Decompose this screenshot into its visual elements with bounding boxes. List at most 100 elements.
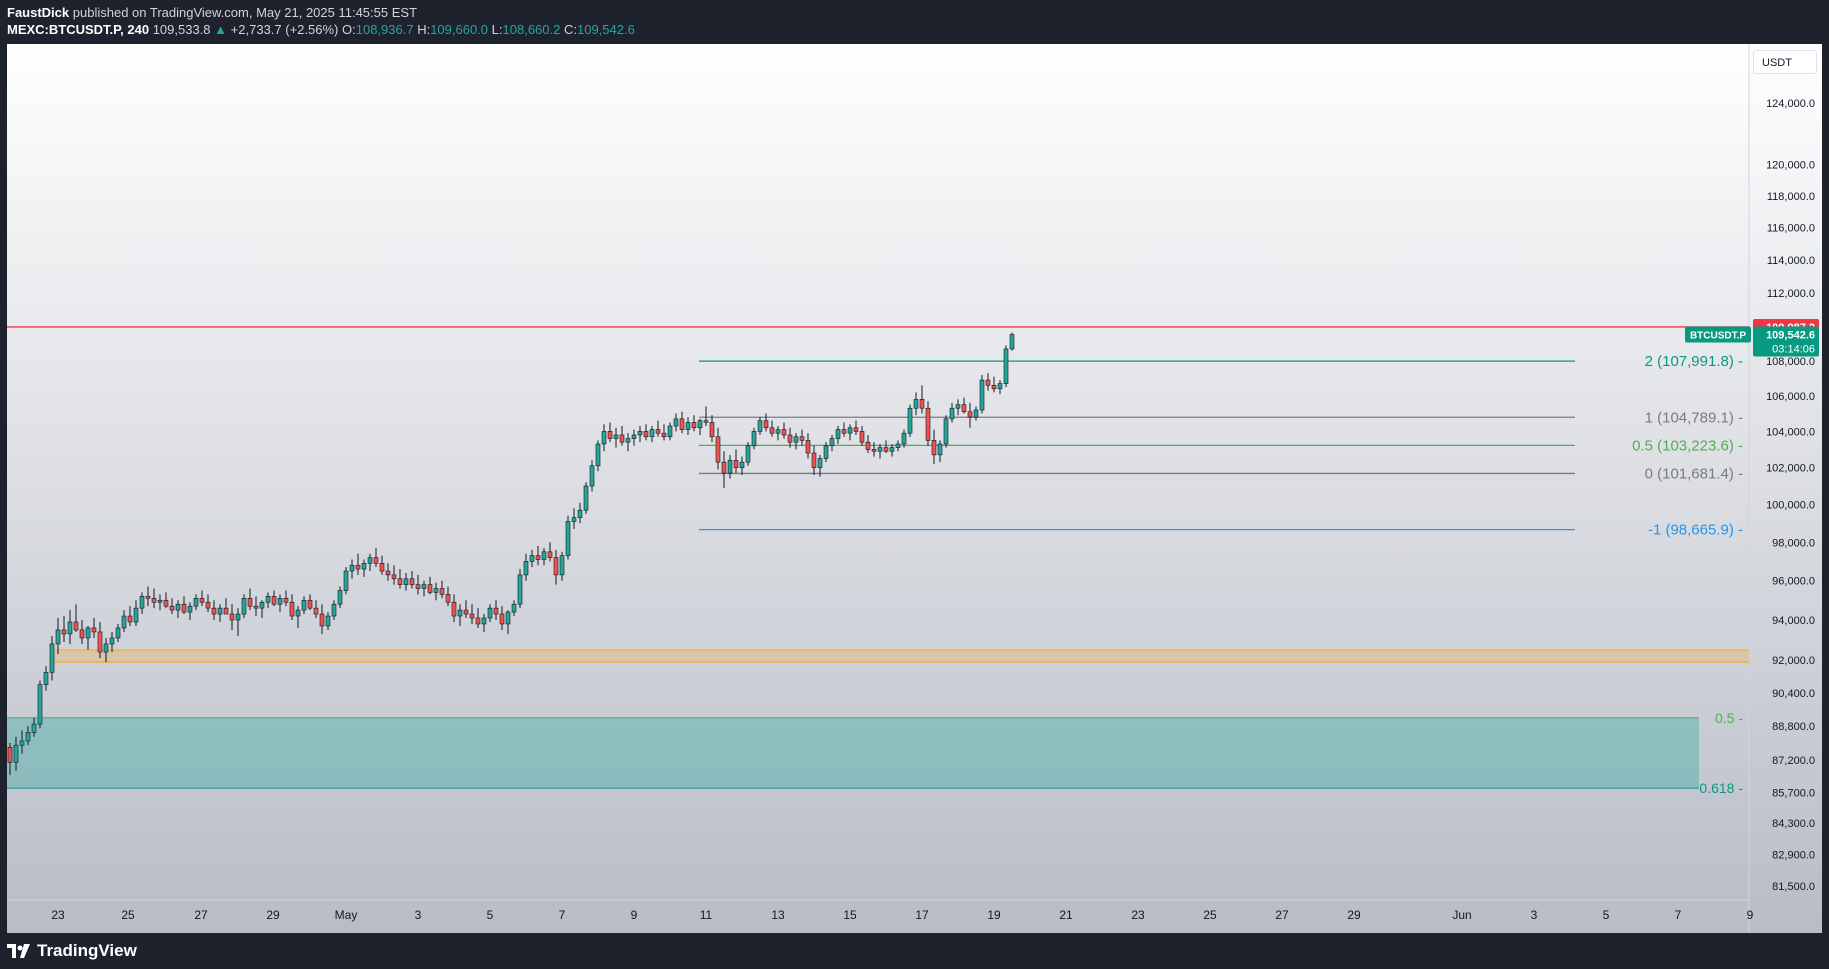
candle-body [733, 460, 739, 468]
candle-body [949, 407, 955, 420]
author-name[interactable]: FaustDick [7, 5, 70, 20]
candle-body [67, 621, 73, 635]
time-axis[interactable]: 23 25 27 29 May 3 5 7 9 11 13 15 17 19 21 23 25 27 29 Jun 3 5… [51, 908, 1753, 922]
candle-body [991, 385, 997, 390]
symbol-info: MEXC:BTCUSDT.P, 240 109,533.8 ▲ +2,733.7… [7, 22, 635, 37]
time-tick-label: 23 [51, 908, 65, 922]
support-zone [53, 650, 1749, 663]
candle-body [295, 609, 301, 617]
price-chart[interactable]: 0.5 - 0.618 - 2 (107,991.8) - 1 (104,789.1… [7, 44, 1822, 933]
price-change: +2,733.7 (+2.56%) [230, 22, 339, 37]
time-tick-label: 27 [194, 908, 208, 922]
candle-body [157, 599, 163, 603]
high-label: H: [417, 22, 431, 37]
candle-body [223, 607, 229, 615]
fib-level-label: -1 (98,665.9) - [1648, 522, 1743, 539]
candle-body [469, 613, 475, 619]
candle-body [433, 588, 439, 593]
candle-body [253, 605, 259, 609]
candle-body [13, 744, 19, 763]
price-tick-label: 81,500.0 [1772, 881, 1815, 893]
candle-body [685, 422, 691, 430]
chart-area[interactable]: 0.5 - 0.618 - 2 (107,991.8) - 1 (104,789.1… [7, 44, 1822, 933]
candle-body [877, 447, 883, 452]
current-price-label: 109,542.6 [1766, 330, 1815, 342]
close-value: 109,542.6 [576, 22, 635, 37]
candle-body [865, 441, 871, 450]
candle-body [25, 732, 31, 742]
candle-body [115, 627, 121, 639]
time-tick-label: 9 [631, 908, 638, 922]
candle-body [937, 443, 943, 456]
candle-body [205, 601, 211, 609]
candle-body [415, 584, 421, 589]
candle-body [421, 584, 427, 589]
candle-body [37, 684, 43, 725]
time-tick-label: 13 [771, 908, 785, 922]
time-tick-label: 25 [121, 908, 135, 922]
price-tick-label: 120,000.0 [1766, 159, 1815, 171]
time-tick-label: 23 [1131, 908, 1145, 922]
candle-body [289, 601, 295, 617]
brand-name: TradingView [37, 941, 137, 960]
candle-body [79, 629, 85, 639]
footer-brand: TradingView [7, 940, 137, 962]
candle-body [799, 436, 805, 441]
time-tick-label: 11 [700, 908, 713, 922]
candle-body [757, 420, 763, 432]
candle-body [235, 613, 241, 621]
price-tick-label: 124,000.0 [1766, 98, 1815, 110]
symbol-name[interactable]: MEXC:BTCUSDT.P, 240 [7, 22, 150, 37]
candle-body [625, 438, 631, 443]
price-tick-label: 114,000.0 [1767, 255, 1815, 267]
price-tick-label: 87,200.0 [1772, 755, 1815, 767]
candle-body [931, 440, 937, 456]
current-price-badge-bg [1753, 326, 1819, 357]
candle-body [673, 418, 679, 427]
candle-body [619, 434, 625, 443]
candle-body [703, 420, 709, 423]
price-tick-label: 92,000.0 [1772, 655, 1815, 667]
candle-body [385, 570, 391, 576]
candle-body [517, 574, 523, 605]
price-tick-label: 88,800.0 [1772, 721, 1815, 733]
candle-body [367, 557, 373, 564]
candle-body [955, 404, 961, 409]
candle-body [973, 409, 979, 418]
time-tick-label: Jun [1452, 908, 1471, 922]
candle-body [7, 746, 13, 763]
candle-body [601, 431, 607, 445]
candle-body [553, 557, 559, 576]
candle-body [397, 578, 403, 585]
candle-body [319, 613, 325, 627]
time-tick-label: 7 [559, 908, 566, 922]
retracement-zone [7, 717, 1699, 789]
candle-body [667, 425, 673, 438]
zone-lower-label: 0.618 - [1699, 780, 1743, 796]
candle-body [535, 555, 541, 560]
candle-body [697, 420, 703, 429]
candle-body [325, 615, 331, 627]
candle-body [217, 607, 223, 615]
candle-body [895, 443, 901, 448]
time-tick-label: 3 [415, 908, 422, 922]
candles-layer [7, 332, 1015, 776]
candle-body [127, 615, 133, 623]
price-axis[interactable]: 124,000.0 120,000.0 118,000.0 116,000.0 114,… [1766, 98, 1815, 893]
candle-body [91, 627, 97, 633]
price-tick-label: 82,900.0 [1772, 849, 1815, 861]
candle-body [379, 563, 385, 572]
candle-body [193, 597, 199, 607]
currency-unit-button[interactable]: USDT [1753, 50, 1817, 74]
candle-body [961, 404, 967, 413]
candle-body [409, 578, 415, 585]
candle-body [985, 379, 991, 386]
candle-body [445, 594, 451, 603]
price-tick-label: 104,000.0 [1766, 426, 1815, 438]
candle-body [61, 629, 67, 635]
candle-body [547, 551, 553, 558]
close-label: C: [563, 22, 577, 37]
candle-body [373, 557, 379, 564]
candle-body [247, 597, 253, 607]
candle-body [751, 431, 757, 447]
